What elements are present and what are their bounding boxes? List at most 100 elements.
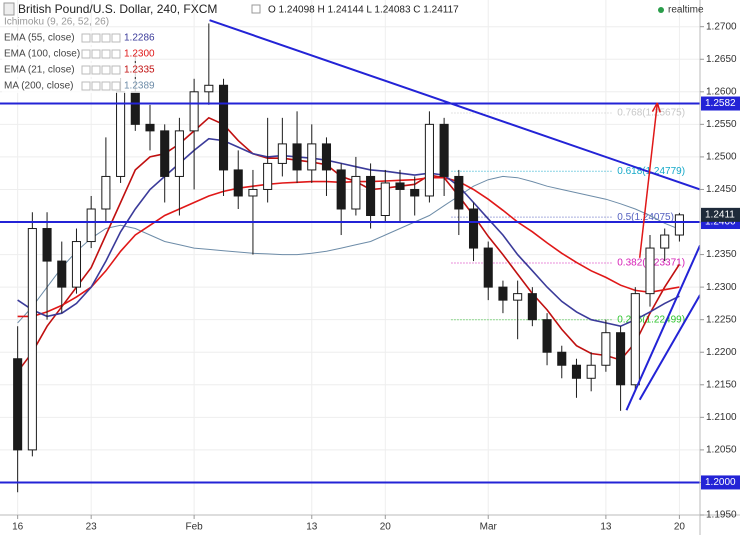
ohlc-values: O 1.24098 H 1.24144 L 1.24083 C 1.24117 (268, 5, 459, 16)
candle-body (42, 228, 52, 262)
candle-body (27, 228, 37, 451)
legend-button[interactable] (91, 65, 101, 75)
candle-body (263, 162, 273, 190)
candle-body (557, 351, 567, 366)
status-dot (658, 7, 664, 13)
candle-body (292, 143, 302, 171)
last-price-label: 1.2411 (705, 209, 735, 220)
legend-button[interactable] (111, 81, 121, 91)
candle-body (204, 84, 214, 93)
candle-body (174, 130, 184, 177)
indicator-line (17, 137, 680, 328)
projection-arrow (638, 102, 659, 258)
y-tick-label: 1.2650 (706, 54, 737, 65)
candle-body (248, 188, 258, 197)
trend-line (638, 294, 700, 401)
y-tick-label: 1.2600 (706, 86, 737, 97)
legend-button[interactable] (111, 33, 121, 43)
x-tick-label: 13 (306, 522, 318, 533)
x-tick-label: 20 (674, 522, 686, 533)
x-tick-label: Mar (480, 522, 498, 533)
x-tick-label: 20 (380, 522, 392, 533)
symbol-icon (3, 2, 15, 16)
legend-button[interactable] (111, 49, 121, 59)
candle-body (674, 214, 684, 236)
y-tick-label: 1.2300 (706, 282, 737, 293)
candle-body (483, 247, 493, 288)
y-tick-label: 1.2350 (706, 249, 737, 260)
indicator-header: Ichimoku (9, 26, 52, 26) (4, 17, 109, 28)
y-tick-label: 1.2500 (706, 152, 737, 163)
candle-body (513, 293, 523, 301)
legend-button[interactable] (91, 33, 101, 43)
legend-button[interactable] (81, 65, 91, 75)
candle-body (86, 208, 96, 243)
candle-body (454, 175, 464, 210)
legend-name: EMA (100, close) (4, 49, 80, 60)
candle-body (71, 241, 82, 288)
price-marker (701, 475, 740, 490)
y-tick-label: 1.2150 (706, 379, 737, 390)
legend-button[interactable] (81, 81, 91, 91)
fib-label: 0.5(1.24075) (617, 212, 674, 223)
candle-body (468, 208, 479, 249)
fib-label: 0.236(1.22499) (617, 314, 685, 325)
candle-body (218, 84, 229, 171)
status: realtime (668, 5, 704, 16)
trend-line (209, 19, 700, 191)
y-tick-label: 1.2050 (706, 445, 737, 456)
indicator-line (16, 116, 681, 373)
candle-body (630, 293, 640, 386)
plot-area: 0.768(1.25675) 0.618(1.24779) 0.5(1.24075)… (0, 0, 700, 515)
candle-body (13, 358, 23, 451)
legend-button[interactable] (81, 33, 91, 43)
y-tick-label: 1.1950 (706, 510, 737, 521)
legend-name: EMA (55, close) (4, 33, 75, 44)
candle-body (645, 247, 655, 295)
indicator-line (17, 176, 680, 318)
fib-label: 0.618(1.24779) (617, 166, 685, 177)
arrow-head (651, 102, 661, 113)
y-tick-label: 1.2700 (706, 21, 737, 32)
y-tick-label: 1.2200 (706, 347, 737, 358)
legend-value: 1.2335 (124, 65, 155, 76)
legend-button[interactable] (101, 65, 111, 75)
header: British Pound/U.S. Dollar, 240, FXCM O 1… (2, 2, 704, 93)
candle-body (586, 364, 596, 379)
price-marker-label: 1.2400 (705, 217, 736, 228)
legend-button[interactable] (101, 33, 111, 43)
legend-button[interactable] (81, 49, 91, 59)
y-tick-label: 1.2100 (706, 412, 737, 423)
legend-button[interactable] (101, 49, 111, 59)
candle-body (189, 91, 199, 132)
candle-body (660, 234, 670, 249)
price-marker (701, 96, 740, 111)
x-tick-label: Feb (186, 522, 204, 533)
y-tick-label: 1.2250 (706, 314, 737, 325)
legend-button[interactable] (111, 65, 121, 75)
candle-body (351, 175, 361, 210)
price-marker-label: 1.2582 (705, 98, 736, 109)
legend-value: 1.2300 (124, 49, 155, 60)
candle-body (130, 91, 140, 125)
candle-body (395, 182, 405, 190)
legend-button[interactable] (101, 81, 111, 91)
candle-body (601, 332, 611, 366)
candle-body (145, 123, 155, 132)
x-tick-label: 16 (12, 522, 24, 533)
candle-body (424, 123, 434, 197)
candle-body (160, 130, 170, 177)
trend-line (625, 245, 700, 411)
candle-body (616, 332, 626, 386)
candle-body (233, 169, 243, 197)
compare-icon[interactable] (251, 4, 261, 14)
candle-body (277, 143, 287, 164)
y-tick-label: 1.2450 (706, 184, 737, 195)
indicator-line (17, 175, 680, 324)
legend-name: MA (200, close) (4, 81, 73, 92)
candle-body (57, 260, 67, 288)
legend-button[interactable] (91, 49, 101, 59)
legend-value: 1.2389 (124, 81, 155, 92)
symbol-title: British Pound/U.S. Dollar, 240, FXCM (18, 2, 217, 16)
legend-button[interactable] (91, 81, 101, 91)
